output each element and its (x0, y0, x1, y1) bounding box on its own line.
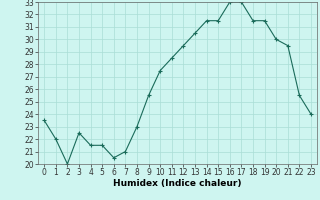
X-axis label: Humidex (Indice chaleur): Humidex (Indice chaleur) (113, 179, 242, 188)
